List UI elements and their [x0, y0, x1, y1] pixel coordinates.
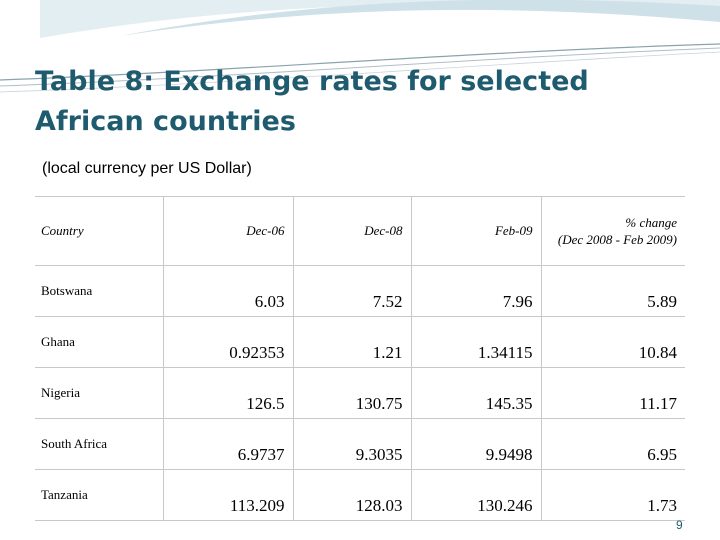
slide-title: Table 8: Exchange rates for selected Afr… — [35, 62, 635, 142]
exchange-rate-table: Country Dec-06 Dec-08 Feb-09 % change (D… — [35, 196, 685, 521]
dec06-cell: 113.209 — [162, 469, 293, 521]
header-pct-change: % change (Dec 2008 - Feb 2009) — [540, 196, 685, 266]
slide-subtitle: (local currency per US Dollar) — [42, 160, 252, 177]
dec08-cell: 1.21 — [292, 316, 411, 368]
table-row: Nigeria 126.5 130.75 145.35 11.17 — [35, 367, 685, 419]
dec06-cell: 126.5 — [162, 367, 293, 419]
dec08-cell: 130.75 — [292, 367, 411, 419]
pct-change-cell: 5.89 — [540, 265, 685, 317]
header-dec06: Dec-06 — [162, 196, 293, 266]
dec08-cell: 7.52 — [292, 265, 411, 317]
table-row: Ghana 0.92353 1.21 1.34115 10.84 — [35, 316, 685, 368]
dec08-cell: 9.3035 — [292, 418, 411, 470]
feb09-cell: 7.96 — [410, 265, 541, 317]
feb09-cell: 1.34115 — [410, 316, 541, 368]
page-number: 9 — [676, 518, 683, 532]
table-row: Botswana 6.03 7.52 7.96 5.89 — [35, 265, 685, 317]
pct-change-cell: 10.84 — [540, 316, 685, 368]
header-dec08: Dec-08 — [292, 196, 411, 266]
header-country: Country — [35, 196, 163, 266]
country-cell: Tanzania — [35, 469, 163, 521]
dec06-cell: 6.03 — [162, 265, 293, 317]
header-feb09: Feb-09 — [410, 196, 541, 266]
country-cell: Botswana — [35, 265, 163, 317]
table-row: South Africa 6.9737 9.3035 9.9498 6.95 — [35, 418, 685, 470]
pct-change-cell: 11.17 — [540, 367, 685, 419]
country-cell: South Africa — [35, 418, 163, 470]
header-pct-line1: % change — [625, 215, 677, 230]
table-row: Tanzania 113.209 128.03 130.246 1.73 — [35, 469, 685, 521]
slide-title-line2: African countries — [35, 106, 296, 137]
header-pct-line2: (Dec 2008 - Feb 2009) — [557, 232, 677, 247]
feb09-cell: 9.9498 — [410, 418, 541, 470]
slide-title-line1: Table 8: Exchange rates for selected — [35, 66, 589, 97]
header-wave-decoration — [0, 0, 720, 93]
dec08-cell: 128.03 — [292, 469, 411, 521]
pct-change-cell: 1.73 — [540, 469, 685, 521]
table-header-row: Country Dec-06 Dec-08 Feb-09 % change (D… — [35, 196, 685, 266]
dec06-cell: 0.92353 — [162, 316, 293, 368]
country-cell: Ghana — [35, 316, 163, 368]
feb09-cell: 130.246 — [410, 469, 541, 521]
pct-change-cell: 6.95 — [540, 418, 685, 470]
country-cell: Nigeria — [35, 367, 163, 419]
feb09-cell: 145.35 — [410, 367, 541, 419]
dec06-cell: 6.9737 — [162, 418, 293, 470]
